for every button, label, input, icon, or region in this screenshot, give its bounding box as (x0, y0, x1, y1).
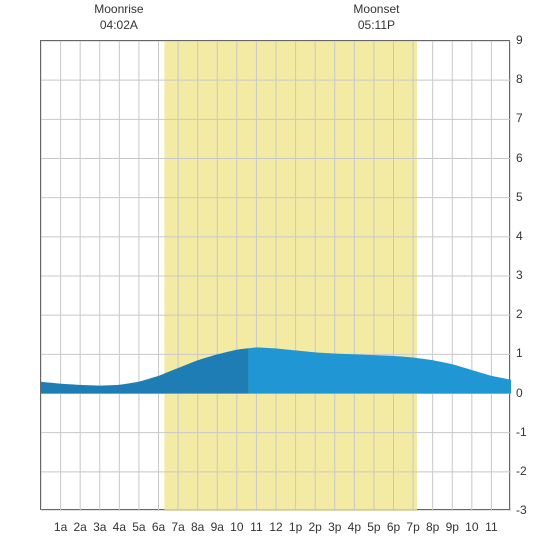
x-tick-label: 1p (286, 520, 306, 534)
y-tick-label: -3 (516, 503, 527, 517)
x-tick-label: 11 (246, 520, 266, 534)
moonset-label: Moonset 05:11P (346, 2, 406, 33)
moonset-title: Moonset (346, 2, 406, 18)
x-tick-label: 9a (207, 520, 227, 534)
y-tick-label: -2 (516, 464, 527, 478)
x-tick-label: 1a (51, 520, 71, 534)
y-tick-label: 8 (516, 72, 523, 86)
y-tick-label: -1 (516, 425, 527, 439)
y-tick-label: 0 (516, 386, 523, 400)
plot-svg (41, 41, 511, 511)
x-tick-label: 7a (168, 520, 188, 534)
moonrise-time: 04:02A (89, 18, 149, 34)
x-tick-label: 9p (442, 520, 462, 534)
x-tick-label: 6a (149, 520, 169, 534)
y-tick-label: 4 (516, 229, 523, 243)
y-tick-label: 6 (516, 151, 523, 165)
y-tick-label: 5 (516, 190, 523, 204)
x-tick-label: 8p (423, 520, 443, 534)
moonrise-label: Moonrise 04:02A (89, 2, 149, 33)
x-tick-label: 5a (129, 520, 149, 534)
y-tick-label: 9 (516, 33, 523, 47)
x-tick-label: 8a (188, 520, 208, 534)
x-tick-label: 4a (109, 520, 129, 534)
x-tick-label: 2a (70, 520, 90, 534)
moonset-time: 05:11P (346, 18, 406, 34)
x-tick-label: 5p (364, 520, 384, 534)
x-tick-label: 6p (384, 520, 404, 534)
x-tick-label: 11 (481, 520, 501, 534)
tide-chart: Moonrise 04:02A Moonset 05:11P -3-2-1012… (0, 0, 550, 550)
x-tick-label: 10 (227, 520, 247, 534)
y-tick-label: 7 (516, 111, 523, 125)
x-tick-label: 7p (403, 520, 423, 534)
y-tick-label: 3 (516, 268, 523, 282)
x-tick-label: 3a (90, 520, 110, 534)
y-tick-label: 1 (516, 346, 523, 360)
x-tick-label: 4p (344, 520, 364, 534)
moonrise-title: Moonrise (89, 2, 149, 18)
x-tick-label: 3p (325, 520, 345, 534)
x-tick-label: 12 (266, 520, 286, 534)
x-tick-label: 10 (462, 520, 482, 534)
chart-header: Moonrise 04:02A Moonset 05:11P (0, 0, 550, 40)
y-tick-label: 2 (516, 307, 523, 321)
x-tick-label: 2p (305, 520, 325, 534)
plot-area (40, 40, 510, 510)
